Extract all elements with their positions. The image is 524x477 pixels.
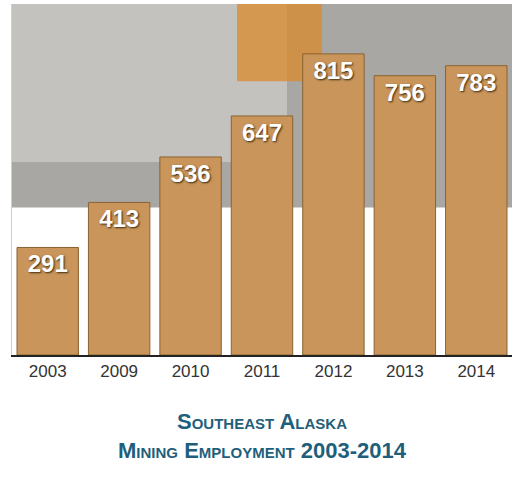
- svg-text:2013: 2013: [386, 362, 424, 381]
- svg-text:2009: 2009: [100, 362, 138, 381]
- svg-text:Southeast AlaskaMining Employm: Southeast AlaskaMining Employment 2003-2…: [118, 409, 407, 463]
- svg-text:783: 783: [456, 69, 496, 96]
- svg-text:647: 647: [242, 119, 282, 146]
- svg-text:2014: 2014: [457, 362, 495, 381]
- svg-text:2012: 2012: [315, 362, 353, 381]
- svg-text:2010: 2010: [172, 362, 210, 381]
- svg-text:815: 815: [313, 57, 353, 84]
- svg-text:2011: 2011: [244, 362, 281, 381]
- svg-text:2003: 2003: [29, 362, 67, 381]
- svg-text:291: 291: [28, 250, 68, 277]
- svg-text:756: 756: [385, 79, 425, 106]
- svg-text:536: 536: [171, 160, 211, 187]
- svg-text:413: 413: [99, 205, 139, 232]
